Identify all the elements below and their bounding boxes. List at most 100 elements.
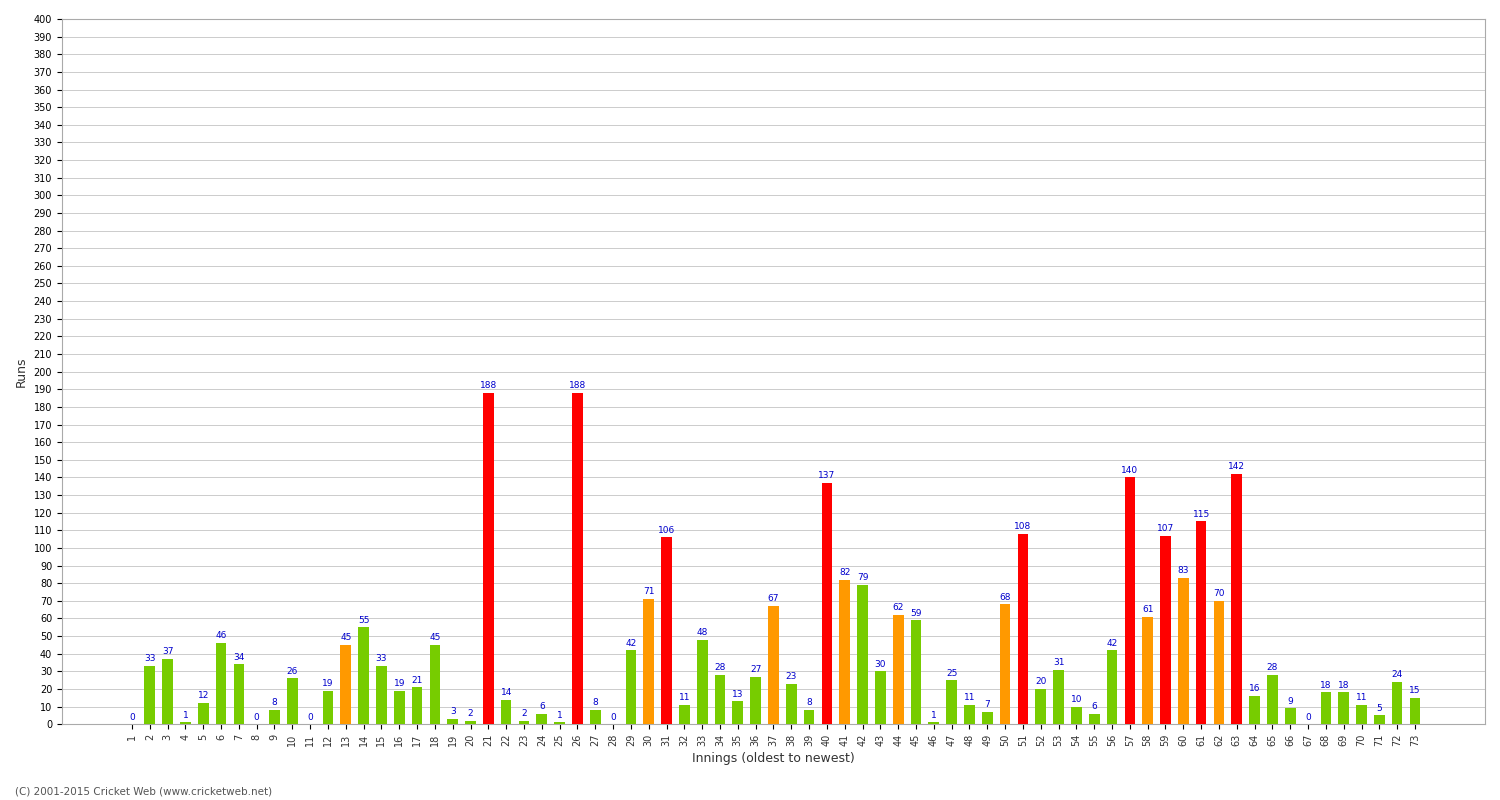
Bar [268,710,280,724]
Text: 10: 10 [1071,695,1082,704]
Bar [1035,689,1046,724]
Text: 142: 142 [1228,462,1245,471]
Text: 188: 188 [568,381,586,390]
Bar [1125,478,1136,724]
Bar [286,678,297,724]
Text: 6: 6 [538,702,544,711]
Text: 28: 28 [714,663,726,672]
Bar [1392,682,1402,724]
Text: 8: 8 [592,698,598,707]
Text: 9: 9 [1287,697,1293,706]
Bar [714,675,726,724]
Bar [590,710,600,724]
Bar [483,393,494,724]
Bar [340,645,351,724]
Bar [874,671,885,724]
Bar [1214,601,1224,724]
Bar [1071,706,1082,724]
Text: 67: 67 [768,594,778,603]
Bar [447,719,458,724]
Text: 79: 79 [856,574,868,582]
Text: 0: 0 [1305,713,1311,722]
Bar [1250,696,1260,724]
Text: 48: 48 [696,628,708,637]
Bar [698,639,708,724]
Text: 12: 12 [198,691,208,701]
Text: 11: 11 [678,693,690,702]
Text: 137: 137 [819,471,836,480]
Bar [680,705,690,724]
Bar [1320,693,1330,724]
Bar [662,538,672,724]
Bar [732,702,742,724]
Text: 68: 68 [999,593,1011,602]
Text: 20: 20 [1035,678,1047,686]
Text: 106: 106 [658,526,675,534]
Bar [465,721,476,724]
Text: 14: 14 [501,688,512,697]
Bar [537,714,548,724]
Bar [162,659,172,724]
Bar [928,722,939,724]
Bar [376,666,387,724]
Text: 37: 37 [162,647,174,656]
Text: 11: 11 [963,693,975,702]
Bar [1338,693,1348,724]
Bar [216,643,226,724]
Bar [394,690,405,724]
Text: 0: 0 [610,713,616,722]
Text: 82: 82 [839,568,850,577]
Bar [1000,604,1011,724]
Text: 2: 2 [520,709,526,718]
Text: 42: 42 [626,638,636,647]
Text: 107: 107 [1156,524,1174,533]
Text: 33: 33 [144,654,156,663]
Text: 55: 55 [358,616,369,625]
Bar [1232,474,1242,724]
Text: 83: 83 [1178,566,1190,575]
Bar [1107,650,1118,724]
Bar [198,703,208,724]
Bar [411,687,423,724]
Bar [180,722,190,724]
Text: 5: 5 [1377,704,1382,713]
Bar [626,650,636,724]
X-axis label: Innings (oldest to newest): Innings (oldest to newest) [692,752,855,765]
Bar [1196,522,1206,724]
Bar [946,680,957,724]
Bar [822,482,833,724]
Bar [1053,670,1064,724]
Text: 1: 1 [556,711,562,720]
Text: 33: 33 [375,654,387,663]
Text: 140: 140 [1122,466,1138,474]
Bar [1160,535,1172,724]
Bar [1178,578,1188,724]
Bar [1286,708,1296,724]
Bar [1356,705,1366,724]
Y-axis label: Runs: Runs [15,356,28,387]
Bar [572,393,584,724]
Text: 42: 42 [1107,638,1118,647]
Text: 59: 59 [910,609,922,618]
Text: 18: 18 [1338,681,1350,690]
Text: 23: 23 [786,672,796,681]
Bar [234,664,244,724]
Text: 27: 27 [750,665,762,674]
Bar [358,627,369,724]
Bar [322,690,333,724]
Bar [555,722,566,724]
Text: 3: 3 [450,707,456,716]
Text: 24: 24 [1392,670,1402,679]
Text: 6: 6 [1092,702,1096,711]
Text: 25: 25 [946,669,957,678]
Text: 28: 28 [1266,663,1278,672]
Text: 71: 71 [644,587,654,597]
Text: 70: 70 [1214,589,1224,598]
Text: 1: 1 [183,711,189,720]
Bar [1410,698,1420,724]
Text: 26: 26 [286,666,298,676]
Bar [1143,617,1154,724]
Text: 2: 2 [468,709,474,718]
Text: 108: 108 [1014,522,1032,531]
Text: 1: 1 [932,711,936,720]
